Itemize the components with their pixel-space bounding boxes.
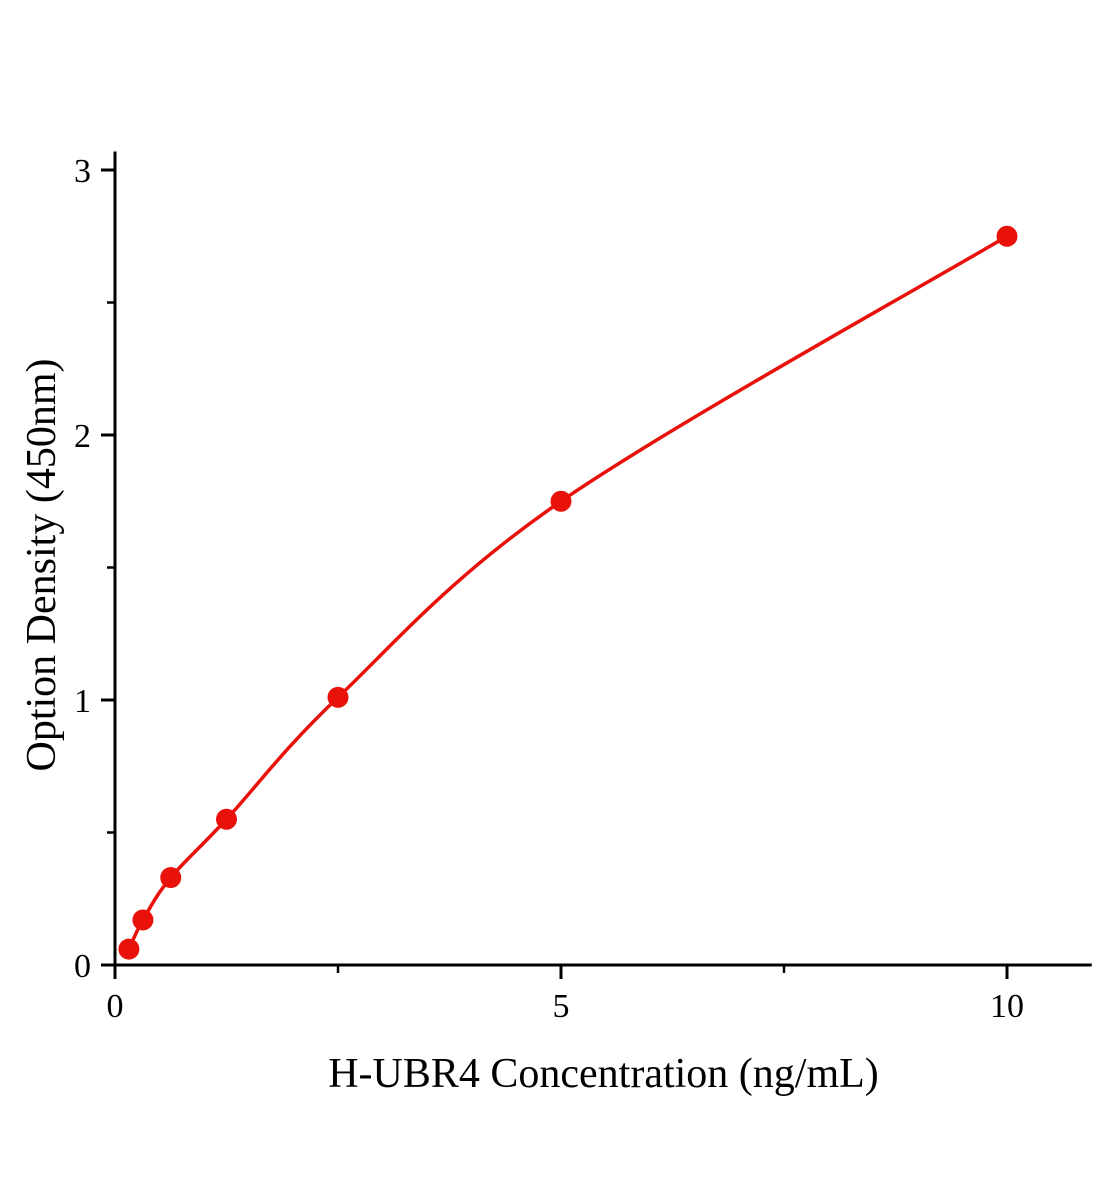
data-point-marker [996,225,1018,247]
data-point-marker [118,938,140,960]
y-tick-label: 3 [74,153,91,190]
data-point-marker [216,808,237,830]
data-point-marker [132,909,154,931]
data-point-marker [327,686,349,708]
data-point-marker [550,490,572,512]
y-tick-label: 2 [74,418,91,455]
x-tick-label: 0 [107,988,124,1025]
x-axis-title: H-UBR4 Concentration (ng/mL) [328,1051,879,1097]
y-tick-label: 0 [74,948,91,985]
y-axis-title: Option Density (450nm) [19,358,65,772]
x-tick-label: 5 [553,988,570,1025]
data-point-marker [160,867,182,889]
y-tick-label: 1 [74,683,91,720]
x-tick-label: 10 [990,988,1024,1025]
standard-curve-line [127,234,1009,951]
